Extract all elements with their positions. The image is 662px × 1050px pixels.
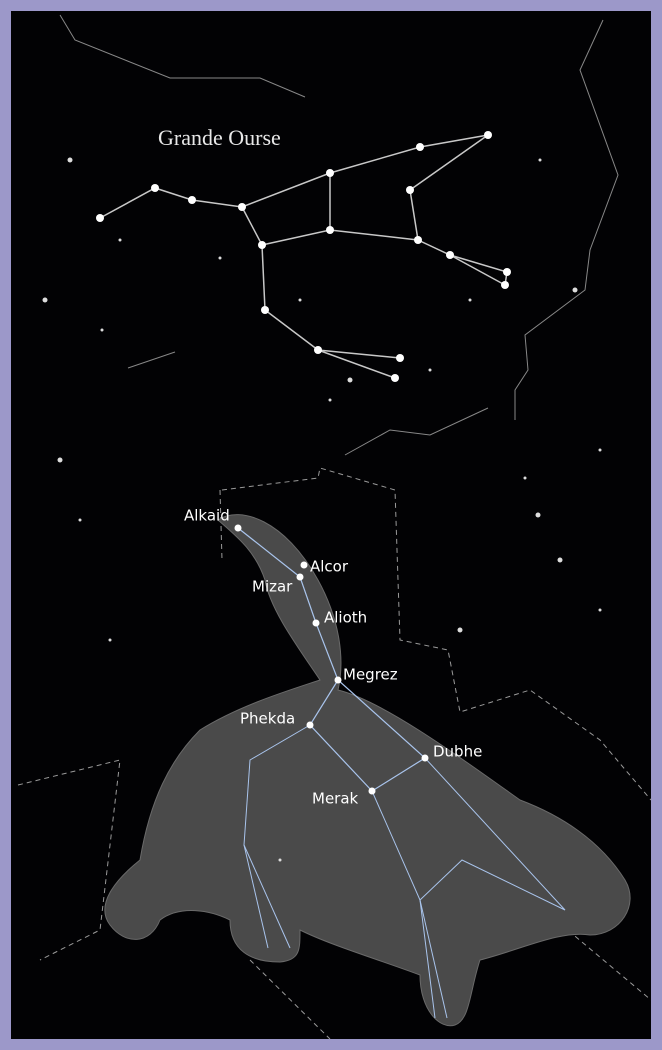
star [300, 561, 308, 569]
star [258, 241, 266, 249]
star-label: Alkaid [184, 507, 230, 525]
star [396, 354, 404, 362]
star-label: Mizar [252, 578, 293, 596]
star [151, 184, 159, 192]
constellation-line [237, 527, 426, 792]
star [334, 676, 342, 684]
star [598, 608, 602, 612]
star [67, 157, 73, 163]
star [414, 236, 422, 244]
star [234, 524, 242, 532]
constellation-line [241, 206, 419, 246]
star [446, 251, 454, 259]
star [57, 457, 63, 463]
star [78, 518, 82, 522]
star [598, 448, 602, 452]
star-label: Dubhe [433, 743, 482, 761]
star [314, 346, 322, 354]
star [100, 328, 104, 332]
star [188, 196, 196, 204]
star [501, 281, 509, 289]
constellation-line [317, 349, 396, 379]
constellation-line [514, 19, 619, 420]
constellation-line [261, 244, 401, 359]
star [523, 476, 527, 480]
star [391, 374, 399, 382]
star-label: Alcor [310, 558, 349, 576]
star-label: Megrez [343, 666, 398, 684]
constellation-line [59, 14, 306, 98]
star [538, 158, 542, 162]
star [96, 214, 104, 222]
star [457, 627, 463, 633]
bear [104, 514, 631, 1027]
constellation-line [344, 407, 489, 456]
constellation-line [419, 757, 566, 911]
star-label: Merak [312, 790, 359, 808]
star [428, 368, 432, 372]
star [296, 573, 304, 581]
star [306, 721, 314, 729]
star [218, 256, 222, 260]
star-label: Phekda [240, 710, 295, 728]
star [312, 619, 320, 627]
star [278, 858, 282, 862]
star-label: Alioth [324, 609, 367, 627]
star [118, 238, 122, 242]
constellation-line [419, 899, 448, 1019]
star [572, 287, 578, 293]
star [368, 787, 376, 795]
star [557, 557, 563, 563]
star [421, 754, 429, 762]
star [42, 297, 48, 303]
star [503, 268, 511, 276]
star [261, 306, 269, 314]
boundary [219, 467, 652, 801]
title: Grande Ourse [158, 125, 281, 150]
star [326, 169, 334, 177]
star [108, 638, 112, 642]
star [468, 298, 472, 302]
star [416, 143, 424, 151]
constellation-line [243, 844, 291, 949]
star [326, 226, 334, 234]
constellation-line [127, 351, 176, 369]
star [298, 298, 302, 302]
star [406, 186, 414, 194]
star [328, 398, 332, 402]
star [535, 512, 541, 518]
constellation-line [243, 724, 311, 949]
star [238, 203, 246, 211]
star [347, 377, 353, 383]
star [484, 131, 492, 139]
